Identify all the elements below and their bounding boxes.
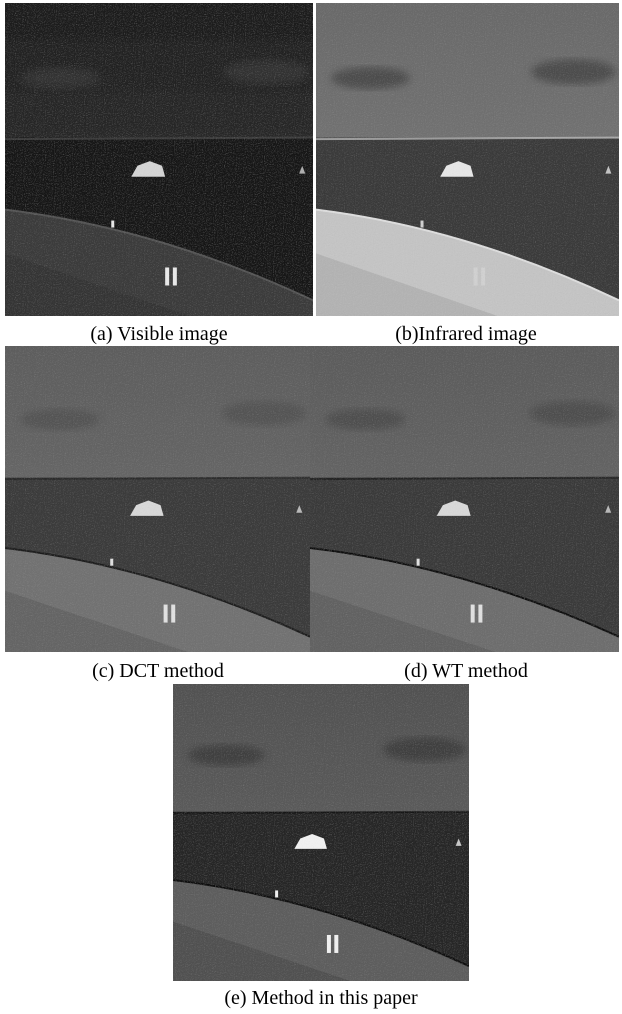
person (471, 605, 475, 623)
person (164, 605, 168, 623)
image-panel (316, 3, 619, 316)
cloud (222, 401, 307, 425)
caption: (c) DCT method (92, 660, 224, 682)
person (111, 221, 114, 228)
cloud (531, 59, 616, 84)
cloud (224, 59, 310, 84)
person (334, 935, 338, 953)
page: (a) Visible image (b)Infrared image (c) … (0, 0, 622, 1009)
cloud (20, 409, 99, 430)
panels (5, 3, 619, 981)
person (173, 267, 177, 285)
person (110, 559, 113, 566)
cloud (331, 67, 410, 89)
caption: (e) Method in this paper (224, 987, 418, 1009)
cloud (529, 401, 616, 425)
image-panel (5, 346, 310, 652)
caption: (a) Visible image (90, 323, 227, 345)
person (417, 559, 420, 566)
cloud (188, 745, 265, 766)
person (421, 221, 424, 228)
image-panel (310, 346, 619, 652)
person (275, 890, 278, 897)
cloud (383, 737, 466, 761)
person (474, 267, 478, 285)
person (478, 605, 482, 623)
person (327, 935, 331, 953)
figure: (a) Visible image (b)Infrared image (c) … (0, 0, 622, 1009)
caption: (d) WT method (404, 660, 528, 682)
person (481, 267, 485, 285)
image-panel (173, 684, 469, 981)
person (165, 267, 169, 285)
person (171, 605, 175, 623)
caption: (b)Infrared image (395, 323, 537, 345)
image-panel (5, 3, 313, 316)
cloud (325, 409, 405, 430)
cloud (20, 67, 100, 89)
